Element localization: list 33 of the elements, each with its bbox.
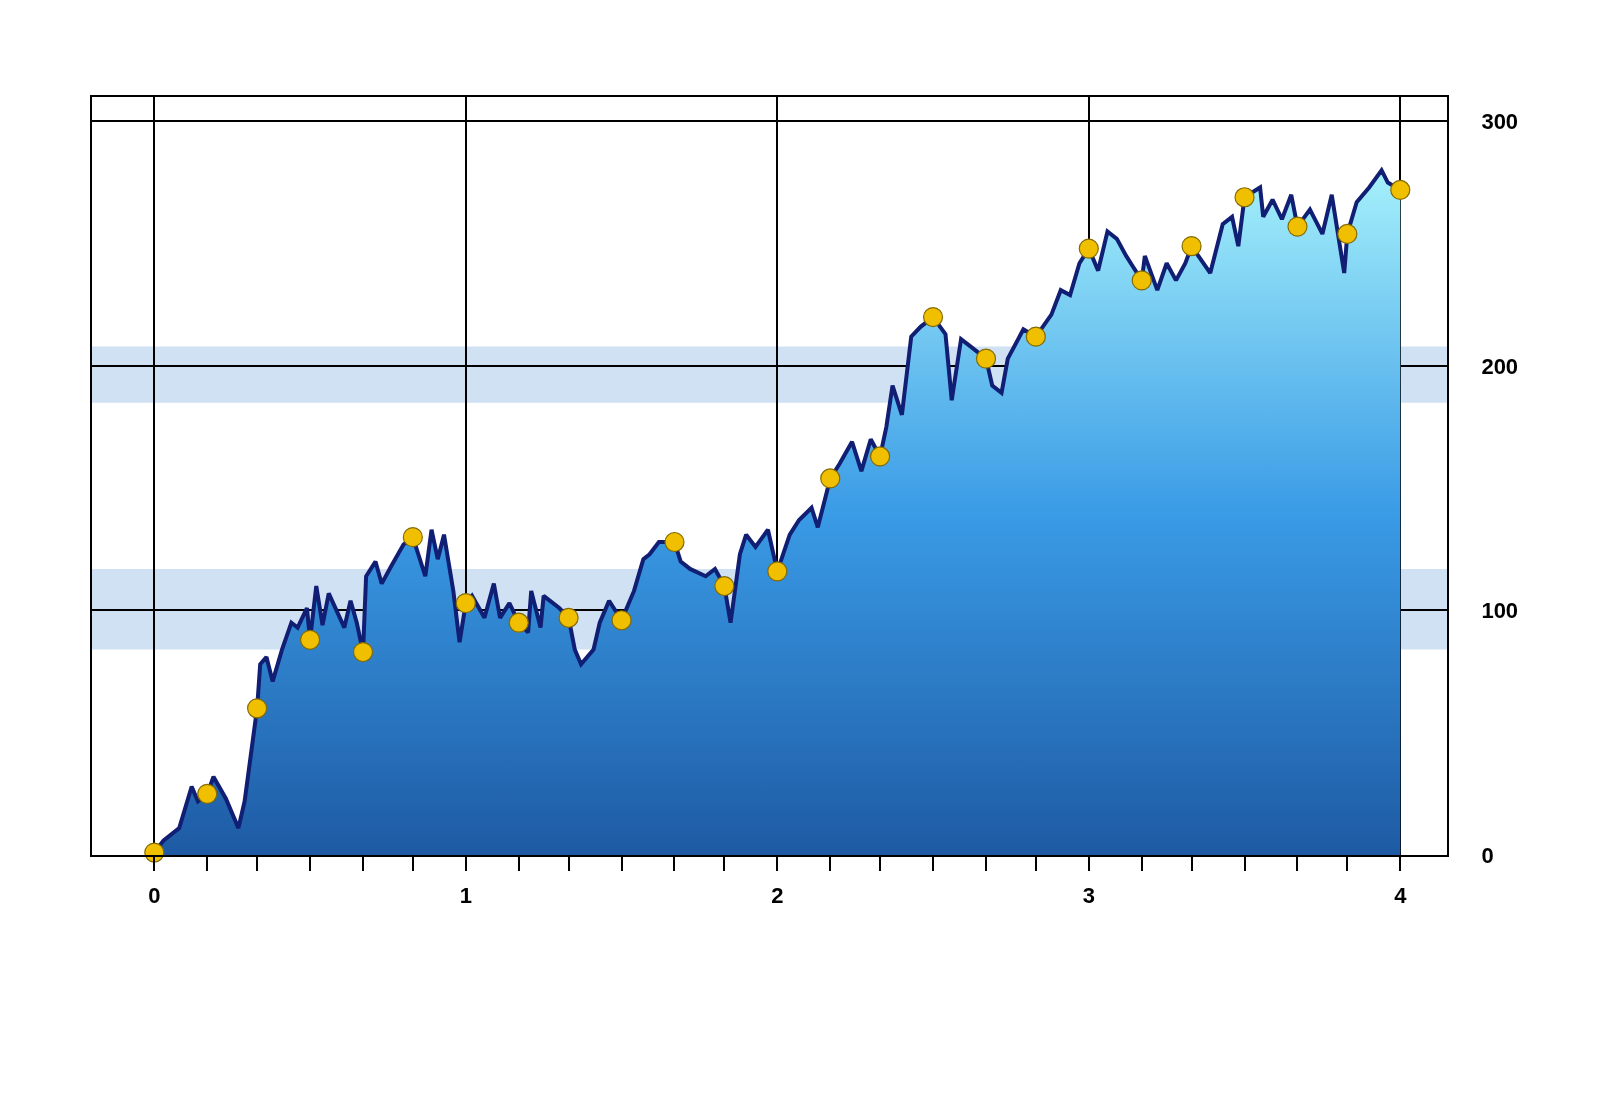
point	[1390, 179, 1411, 201]
x-tick-label: 3	[1082, 883, 1095, 909]
point	[975, 348, 997, 369]
point	[1337, 223, 1358, 245]
point	[611, 610, 632, 631]
point	[1234, 187, 1255, 208]
point	[197, 783, 218, 804]
point	[820, 468, 841, 489]
x-tick-label: 0	[148, 883, 161, 909]
point	[1078, 238, 1099, 259]
point	[1287, 216, 1308, 237]
point	[767, 561, 788, 582]
y-tick-label: 100	[1481, 598, 1519, 624]
point	[352, 641, 374, 663]
y-tick-label: 200	[1481, 353, 1519, 379]
point	[1025, 326, 1046, 347]
point	[455, 593, 476, 614]
point	[402, 527, 423, 548]
y-tick-label: 300	[1481, 109, 1519, 135]
point	[558, 607, 579, 628]
point	[664, 531, 685, 553]
x-tick-label: 2	[771, 883, 784, 909]
point	[1131, 270, 1152, 291]
point	[247, 698, 268, 719]
point	[922, 306, 944, 328]
x-tick-label: 4	[1394, 883, 1408, 909]
x-tick-label: 1	[459, 883, 472, 909]
point	[508, 612, 529, 633]
point	[714, 575, 735, 597]
point	[869, 446, 891, 467]
point	[299, 629, 321, 650]
y-tick-label: 0	[1481, 842, 1494, 868]
point	[1181, 236, 1202, 257]
